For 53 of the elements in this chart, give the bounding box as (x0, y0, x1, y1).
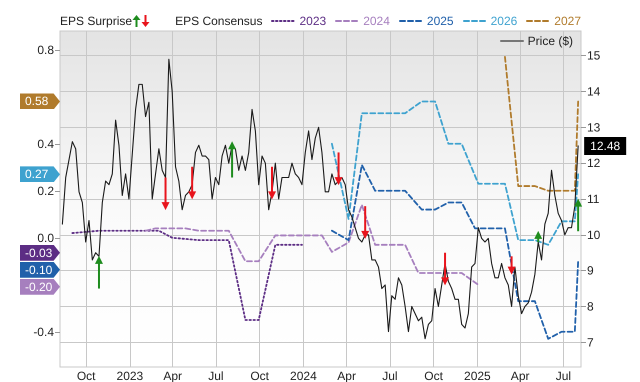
x-tick-label: Jul (556, 369, 572, 382)
legend-label: 2025 (426, 14, 454, 28)
point (268, 191, 276, 200)
y2-tick-label: 8 (587, 299, 594, 314)
legend-label: 2023 (298, 14, 326, 28)
text: -0.20 (20, 278, 60, 295)
text: EPS Consensus (175, 14, 262, 28)
text: Price ($) (526, 34, 573, 48)
point (162, 202, 170, 210)
y-tick-label: 0.8 (37, 42, 54, 57)
y2-tick-label: 15 (587, 48, 601, 63)
point (94, 256, 103, 264)
x-tick-label: Jul (382, 369, 398, 382)
legend-label: 2024 (362, 14, 390, 28)
line-series (504, 56, 580, 192)
line-series (331, 164, 580, 340)
y2-tick-label: 12 (587, 156, 601, 170)
y-tick-label: 0.2 (37, 184, 54, 198)
point (441, 277, 450, 286)
text: -0.10 (20, 262, 60, 278)
line-series (331, 100, 580, 246)
text: 0.27 (20, 166, 60, 182)
x-tick-label: Oct (424, 369, 444, 382)
text: EPS Surprise (60, 14, 132, 28)
point (188, 191, 196, 200)
point (574, 198, 582, 207)
y-tick-label: 0.0 (37, 230, 54, 245)
x-tick-label: Oct (250, 369, 270, 382)
text: 0.58 (20, 93, 60, 110)
x-tick-label: 2024 (290, 369, 318, 382)
data-label: 12.48 (590, 138, 621, 153)
legend-label: 2026 (490, 14, 518, 28)
x-tick-label: Oct (76, 369, 96, 382)
point (534, 230, 542, 239)
y2-tick-label: 14 (587, 84, 601, 99)
y2-tick-label: 7 (587, 335, 594, 350)
point (508, 266, 516, 275)
y2-tick-label: 11 (587, 192, 600, 206)
y2-tick-label: 13 (587, 120, 601, 134)
x-tick-label: 2023 (116, 369, 144, 382)
point (334, 177, 343, 186)
text: -0.03 (20, 244, 60, 261)
legend-label: 2027 (553, 14, 581, 28)
y-tick-label: -0.4 (33, 324, 54, 339)
point (228, 141, 236, 150)
y2-tick-label: 10 (587, 228, 601, 242)
line-series (144, 204, 480, 286)
x-tick-label: Jul (208, 369, 224, 382)
y2-tick-label: 9 (587, 264, 594, 278)
y-tick-label: 0.4 (37, 136, 54, 151)
point (361, 230, 370, 239)
x-tick-label: 2025 (464, 369, 492, 382)
line-series (71, 230, 303, 321)
